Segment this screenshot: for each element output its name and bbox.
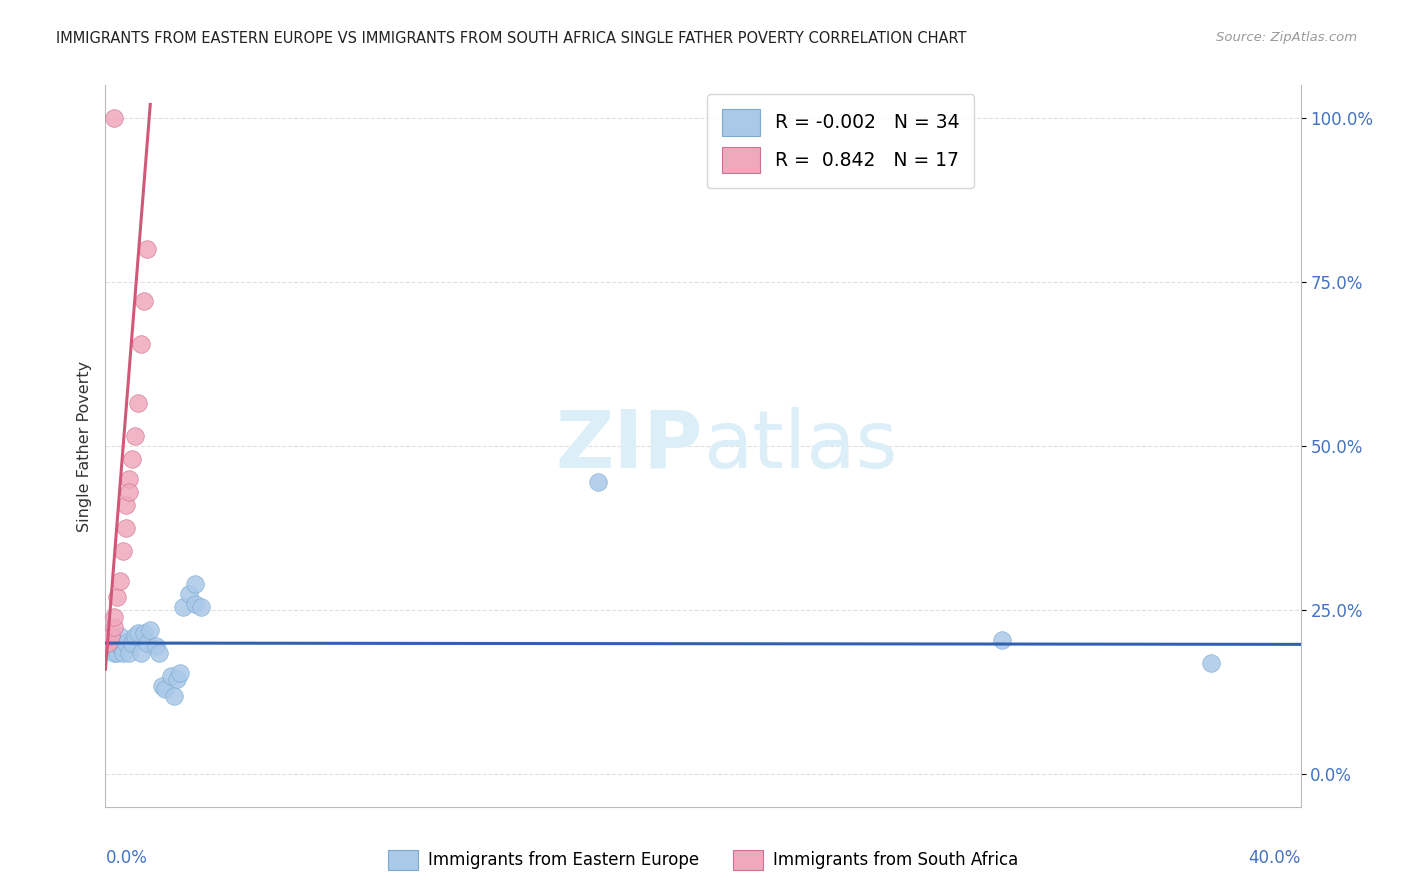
Point xyxy=(155,681,177,696)
Point xyxy=(121,452,143,467)
Point xyxy=(190,599,212,614)
Point xyxy=(129,337,153,351)
Point xyxy=(110,630,132,644)
Point xyxy=(124,429,146,443)
Point xyxy=(136,636,159,650)
Point xyxy=(121,636,143,650)
Point xyxy=(103,609,125,624)
Point xyxy=(150,679,173,693)
Point xyxy=(124,630,146,644)
Point xyxy=(139,623,162,637)
Text: Source: ZipAtlas.com: Source: ZipAtlas.com xyxy=(1216,31,1357,45)
Point xyxy=(127,626,149,640)
Point xyxy=(134,294,156,309)
Legend: R = -0.002   N = 34, R =  0.842   N = 17: R = -0.002 N = 34, R = 0.842 N = 17 xyxy=(707,95,974,188)
Point xyxy=(129,646,153,660)
Point xyxy=(127,396,149,410)
Legend: Immigrants from Eastern Europe, Immigrants from South Africa: Immigrants from Eastern Europe, Immigran… xyxy=(381,843,1025,877)
Point xyxy=(136,242,159,256)
Point xyxy=(115,636,138,650)
Point xyxy=(100,630,122,644)
Text: 0.0%: 0.0% xyxy=(105,849,148,867)
Point xyxy=(118,472,141,486)
Point xyxy=(184,577,207,591)
Point xyxy=(112,544,135,558)
Y-axis label: Single Father Poverty: Single Father Poverty xyxy=(76,360,91,532)
Point xyxy=(148,646,170,660)
Point xyxy=(163,689,186,703)
Point xyxy=(990,632,1012,647)
Point xyxy=(134,626,156,640)
Point xyxy=(1199,656,1222,670)
Point xyxy=(107,590,129,604)
Point xyxy=(103,646,125,660)
Point xyxy=(115,498,138,512)
Point xyxy=(112,646,135,660)
Point xyxy=(107,646,129,660)
Point xyxy=(169,665,191,680)
Point xyxy=(118,485,141,500)
Point xyxy=(184,597,207,611)
Point xyxy=(100,640,122,654)
Point xyxy=(97,640,120,654)
Text: atlas: atlas xyxy=(703,407,897,485)
Point xyxy=(103,619,125,633)
Point xyxy=(97,636,120,650)
Point xyxy=(160,669,183,683)
Point xyxy=(110,574,132,588)
Point xyxy=(166,672,188,686)
Point xyxy=(100,632,122,647)
Point xyxy=(145,640,167,654)
Point xyxy=(115,521,138,535)
Point xyxy=(588,475,610,489)
Point xyxy=(118,646,141,660)
Text: IMMIGRANTS FROM EASTERN EUROPE VS IMMIGRANTS FROM SOUTH AFRICA SINGLE FATHER POV: IMMIGRANTS FROM EASTERN EUROPE VS IMMIGR… xyxy=(56,31,967,46)
Point xyxy=(172,599,194,614)
Point xyxy=(110,640,132,654)
Text: 40.0%: 40.0% xyxy=(1249,849,1301,867)
Point xyxy=(103,111,125,125)
Point xyxy=(177,587,201,601)
Point xyxy=(107,636,129,650)
Text: ZIP: ZIP xyxy=(555,407,703,485)
